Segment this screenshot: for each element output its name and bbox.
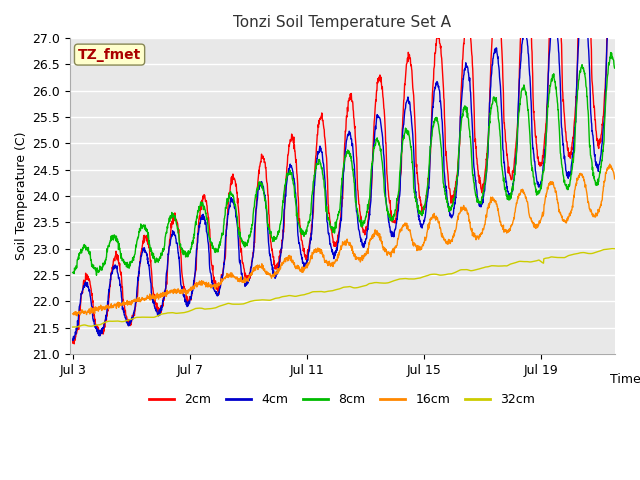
32cm xyxy=(292,293,300,299)
4cm xyxy=(185,299,193,304)
Line: 16cm: 16cm xyxy=(73,164,614,316)
Line: 8cm: 8cm xyxy=(73,53,614,275)
8cm xyxy=(100,262,108,268)
32cm xyxy=(609,246,616,252)
32cm xyxy=(184,309,192,314)
8cm xyxy=(611,65,618,71)
4cm xyxy=(293,205,301,211)
8cm xyxy=(293,210,301,216)
32cm xyxy=(100,320,108,326)
Y-axis label: Soil Temperature (C): Soil Temperature (C) xyxy=(15,132,28,260)
4cm xyxy=(439,132,447,138)
Legend: 2cm, 4cm, 8cm, 16cm, 32cm: 2cm, 4cm, 8cm, 16cm, 32cm xyxy=(144,388,540,411)
16cm xyxy=(100,305,108,311)
16cm xyxy=(291,262,298,267)
4cm xyxy=(69,336,77,342)
16cm xyxy=(69,311,77,317)
32cm xyxy=(439,272,447,278)
8cm xyxy=(69,270,77,276)
16cm xyxy=(293,265,301,271)
2cm xyxy=(70,341,78,347)
16cm xyxy=(611,176,618,182)
16cm xyxy=(272,270,280,276)
8cm xyxy=(291,183,298,189)
16cm xyxy=(185,288,193,294)
4cm xyxy=(100,322,108,328)
16cm xyxy=(439,235,447,240)
4cm xyxy=(272,274,280,280)
Line: 2cm: 2cm xyxy=(73,0,614,344)
2cm xyxy=(100,328,108,334)
32cm xyxy=(69,324,77,330)
4cm xyxy=(291,176,298,181)
8cm xyxy=(272,235,280,241)
2cm xyxy=(69,338,77,344)
2cm xyxy=(291,146,298,152)
X-axis label: Time: Time xyxy=(610,373,640,386)
2cm xyxy=(185,301,193,307)
32cm xyxy=(271,296,279,301)
16cm xyxy=(606,161,614,167)
8cm xyxy=(185,249,193,255)
2cm xyxy=(272,263,280,269)
2cm xyxy=(439,75,447,81)
8cm xyxy=(93,272,100,278)
32cm xyxy=(290,293,298,299)
4cm xyxy=(69,337,77,343)
16cm xyxy=(74,313,81,319)
Line: 32cm: 32cm xyxy=(73,249,614,327)
Title: Tonzi Soil Temperature Set A: Tonzi Soil Temperature Set A xyxy=(233,15,451,30)
8cm xyxy=(439,174,447,180)
8cm xyxy=(607,50,614,56)
32cm xyxy=(611,246,618,252)
Line: 4cm: 4cm xyxy=(73,0,614,340)
2cm xyxy=(293,170,301,176)
Text: TZ_fmet: TZ_fmet xyxy=(78,48,141,61)
